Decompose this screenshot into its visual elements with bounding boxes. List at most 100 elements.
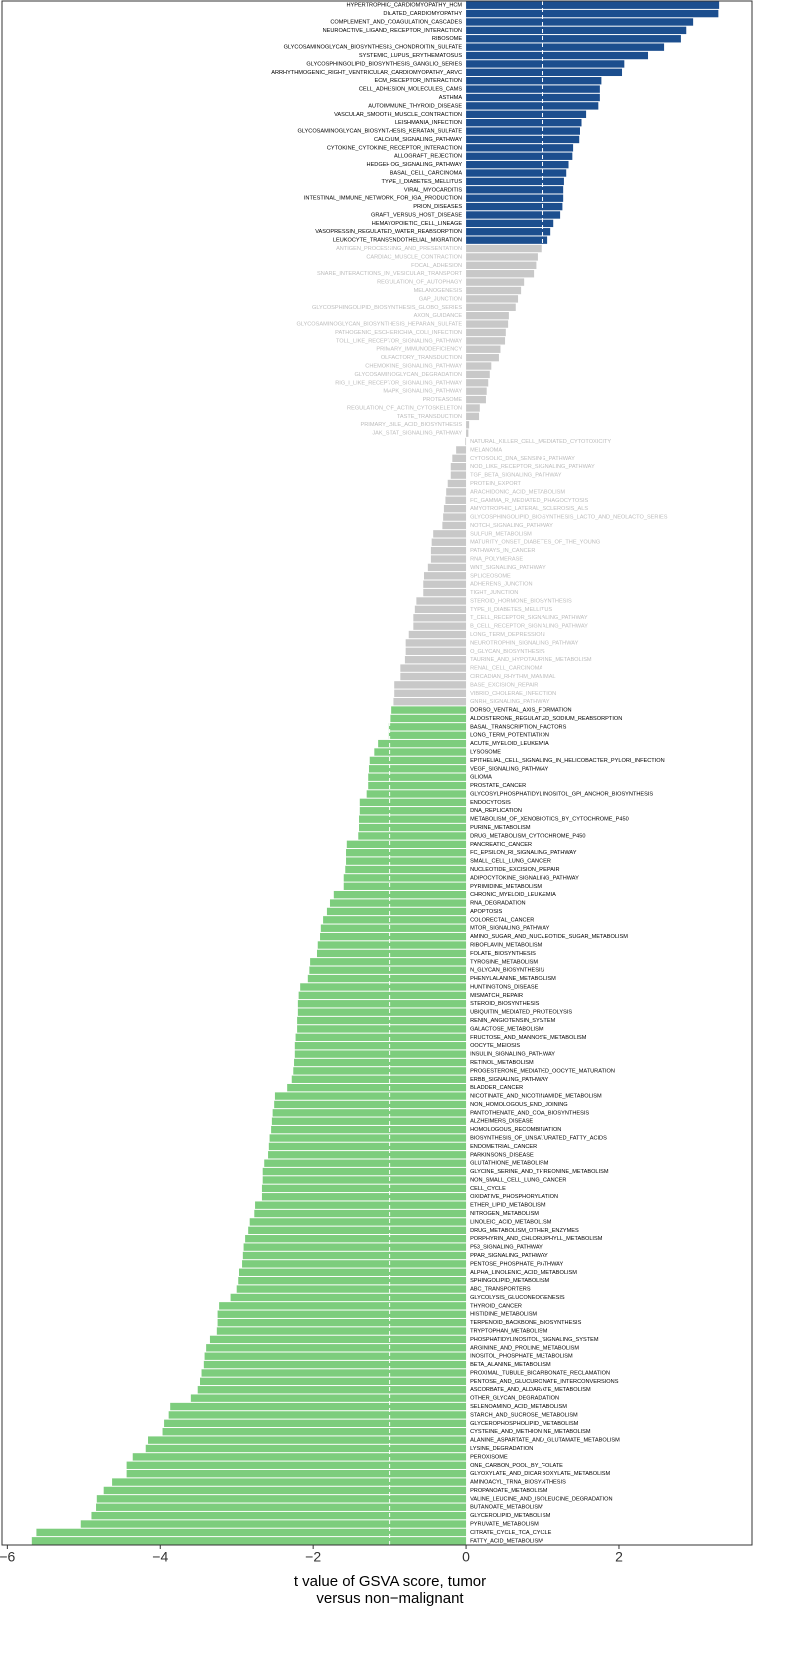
bar bbox=[164, 1419, 467, 1428]
bar bbox=[450, 471, 467, 479]
bar bbox=[262, 1176, 467, 1184]
category-label: OTHER_GLYCAN_DEGRADATION bbox=[470, 1396, 559, 1402]
bar bbox=[400, 672, 467, 681]
category-label: PARKINSONS_DISEASE bbox=[470, 1152, 534, 1158]
category-label: AMYOTROPHIC_LATERAL_SCLEROSIS_ALS bbox=[470, 506, 588, 512]
bar bbox=[445, 496, 467, 504]
bar bbox=[466, 278, 525, 286]
category-label: ONE_CARBON_POOL_BY_FOLATE bbox=[470, 1463, 563, 1469]
bar bbox=[346, 857, 467, 865]
bar bbox=[374, 748, 467, 756]
bar bbox=[293, 1067, 467, 1075]
category-label: PROXIMAL_TUBULE_BICARBONATE_RECLAMATION bbox=[470, 1370, 610, 1376]
bar bbox=[148, 1436, 467, 1444]
bar bbox=[466, 395, 486, 404]
bar bbox=[465, 437, 467, 446]
category-label: NICOTINATE_AND_NICOTINAMIDE_METABOLISM bbox=[470, 1094, 602, 1100]
category-label: BLADDER_CANCER bbox=[470, 1085, 523, 1091]
x-axis-title: t value of GSVA score, tumor bbox=[294, 1573, 486, 1590]
bar bbox=[466, 194, 564, 202]
category-label: B_CELL_RECEPTOR_SIGNALING_PATHWAY bbox=[470, 624, 588, 630]
category-label: GLYCEROLIPID_METABOLISM bbox=[470, 1513, 551, 1519]
bar bbox=[466, 110, 587, 118]
bar bbox=[413, 622, 467, 630]
category-label: TYROSINE_METABOLISM bbox=[470, 959, 538, 965]
bar bbox=[466, 9, 719, 18]
category-label: HYPERTROPHIC_CARDIOMYOPATHY_HCM bbox=[346, 3, 462, 9]
bar bbox=[206, 1344, 467, 1352]
category-label: MAPK_SIGNALING_PATHWAY bbox=[383, 389, 462, 395]
category-label: PHENYLALANINE_METABOLISM bbox=[470, 976, 556, 982]
category-label: VIBRIO_CHOLERAE_INFECTION bbox=[470, 691, 556, 697]
bar bbox=[404, 656, 467, 664]
bar bbox=[416, 597, 467, 605]
plot-frame bbox=[1, 0, 753, 1546]
bar bbox=[291, 1075, 467, 1083]
category-label: AMINOACYL_TRNA_BIOSYNTHESIS bbox=[470, 1480, 566, 1486]
bar bbox=[200, 1377, 467, 1386]
category-label: ADIPOCYTOKINE_SIGNALING_PATHWAY bbox=[470, 875, 579, 881]
category-label: NOTCH_SIGNALING_PATHWAY bbox=[470, 523, 553, 529]
category-label: HUNTINGTONS_DISEASE bbox=[470, 984, 539, 990]
category-label: ENDOMETRIAL_CANCER bbox=[470, 1144, 537, 1150]
category-label: FC_EPSILON_RI_SIGNALING_PATHWAY bbox=[470, 850, 577, 856]
bar bbox=[96, 1503, 467, 1511]
category-label: TGF_BETA_SIGNALING_PATHWAY bbox=[470, 473, 562, 479]
category-label: LYSOSOME bbox=[470, 750, 501, 756]
category-label: BASAL_CELL_CARCINOMA bbox=[390, 171, 463, 177]
category-label: LEISHMANIA_INFECTION bbox=[395, 120, 462, 126]
category-label: CARDIAC_MUSCLE_CONTRACTION bbox=[366, 254, 462, 260]
bar bbox=[242, 1260, 467, 1268]
category-label: SMALL_CELL_LUNG_CANCER bbox=[470, 859, 551, 865]
category-label: PATHWAYS_IN_CANCER bbox=[470, 548, 535, 554]
bar bbox=[197, 1386, 467, 1394]
bar bbox=[245, 1235, 467, 1243]
bar bbox=[262, 1167, 467, 1176]
category-label: NATURAL_KILLER_CELL_MEDIATED_CYTOTOXICIT… bbox=[470, 439, 611, 445]
bar bbox=[112, 1478, 467, 1486]
bar bbox=[466, 244, 542, 253]
bar bbox=[366, 790, 467, 798]
bar bbox=[271, 1125, 467, 1134]
bar bbox=[414, 605, 467, 614]
category-label: PROPANOATE_METABOLISM bbox=[470, 1488, 548, 1494]
bar bbox=[466, 135, 580, 144]
category-label: RIG_I_LIKE_RECEPTOR_SIGNALING_PATHWAY bbox=[335, 380, 462, 386]
bar bbox=[126, 1469, 467, 1478]
bar bbox=[466, 68, 623, 77]
category-label: PENTOSE_PHOSPHATE_PATHWAY bbox=[470, 1261, 563, 1267]
category-label: BASE_EXCISION_REPAIR bbox=[470, 682, 538, 688]
category-label: INOSITOL_PHOSPHATE_METABOLISM bbox=[470, 1354, 573, 1360]
bar bbox=[466, 412, 480, 421]
category-label: CITRATE_CYCLE_TCA_CYCLE bbox=[470, 1530, 552, 1536]
bar bbox=[466, 286, 522, 295]
category-label: MATURITY_ONSET_DIABETES_OF_THE_YOUNG bbox=[470, 540, 600, 546]
category-label: BASAL_TRANSCRIPTION_FACTORS bbox=[470, 724, 567, 730]
bar bbox=[466, 228, 551, 236]
category-label: TRYPTOPHAN_METABOLISM bbox=[470, 1329, 548, 1335]
bar bbox=[254, 1209, 467, 1218]
category-label: ADHERENS_JUNCTION bbox=[470, 582, 532, 588]
category-label: RETINOL_METABOLISM bbox=[470, 1060, 534, 1066]
bar bbox=[204, 1352, 467, 1360]
category-label: LYSINE_DEGRADATION bbox=[470, 1446, 533, 1452]
bar bbox=[466, 118, 582, 127]
bar bbox=[466, 202, 563, 211]
category-label: GALACTOSE_METABOLISM bbox=[470, 1026, 544, 1032]
category-label: SPHINGOLIPID_METABOLISM bbox=[470, 1278, 549, 1284]
category-label: TASTE_TRANSDUCTION bbox=[397, 414, 462, 420]
bar bbox=[443, 513, 467, 521]
bar bbox=[298, 991, 467, 1000]
bar bbox=[261, 1193, 467, 1201]
category-label: DRUG_METABOLISM_OTHER_ENZYMES bbox=[470, 1228, 579, 1234]
category-label: NITROGEN_METABOLISM bbox=[470, 1211, 539, 1217]
bar bbox=[103, 1486, 467, 1495]
bar bbox=[249, 1218, 467, 1226]
category-label: GRAFT_VERSUS_HOST_DISEASE bbox=[371, 212, 462, 218]
category-label: RIBOFLAVIN_METABOLISM bbox=[470, 943, 543, 949]
category-label: CALCIUM_SIGNALING_PATHWAY bbox=[374, 137, 462, 143]
bar bbox=[369, 756, 467, 765]
category-label: LONG_TERM_POTENTIATION bbox=[470, 733, 549, 739]
category-label: MISMATCH_REPAIR bbox=[470, 993, 523, 999]
category-label: PROGESTERONE_MEDIATED_OOCYTE_MATURATION bbox=[470, 1068, 615, 1074]
